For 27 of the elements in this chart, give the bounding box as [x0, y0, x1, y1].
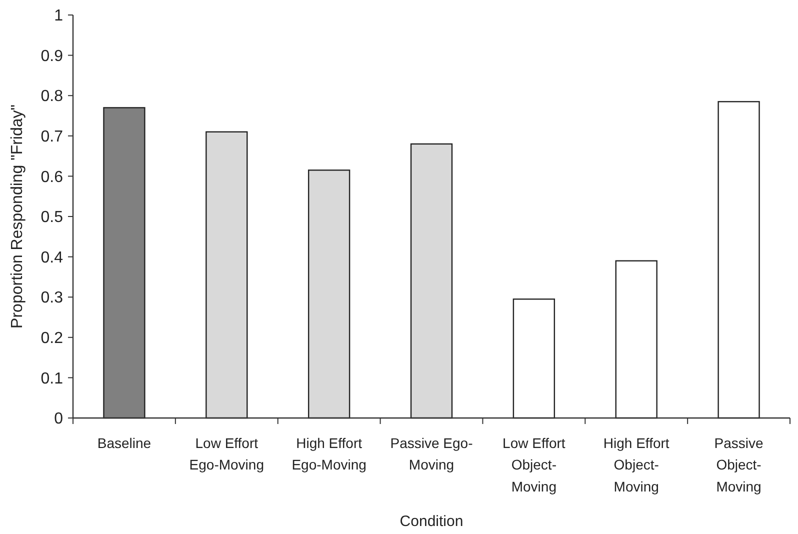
bar	[512, 298, 556, 419]
x-tick-label: Low Effort Object-Moving	[502, 435, 566, 494]
y-tick-label: 1	[54, 8, 64, 25]
x-tick-label: Baseline	[97, 435, 152, 451]
y-tick-label: 0.2	[40, 330, 64, 347]
y-tick-label: 0.4	[40, 249, 64, 266]
y-tick-label: 0.8	[40, 88, 64, 106]
y-tick-label: 0.9	[40, 48, 64, 65]
bar	[410, 143, 453, 419]
bar	[206, 131, 248, 419]
bar	[615, 260, 658, 419]
x-tick-label: Passive Object-Moving	[714, 435, 764, 494]
y-tick-label: 0.5	[40, 209, 64, 226]
x-tick-label: Low Effort Ego-Moving	[189, 435, 264, 473]
x-tick-label: High Effort Object-Moving	[603, 435, 670, 494]
y-axis-title: Proportion Responding "Friday"	[9, 104, 26, 328]
x-tick-label: Passive Ego-Moving	[390, 435, 474, 473]
bar	[103, 107, 146, 419]
y-tick-label: 0.6	[40, 168, 64, 186]
bar	[308, 170, 350, 419]
y-tick-label: 0.1	[40, 370, 64, 388]
bar	[718, 101, 760, 419]
y-tick-label: 0.3	[40, 290, 64, 307]
x-tick-label: High Effort Ego-Moving	[292, 435, 366, 473]
y-tick-label: 0.7	[40, 128, 64, 146]
y-tick-label: 0	[54, 410, 64, 428]
x-axis-title: Condition	[400, 513, 464, 530]
